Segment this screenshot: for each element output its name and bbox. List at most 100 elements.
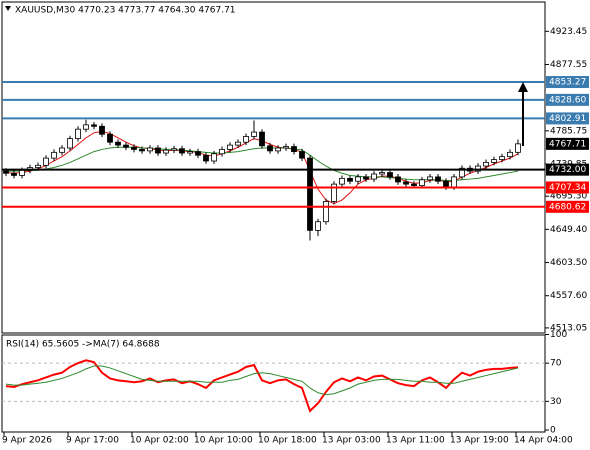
level-label-bg bbox=[546, 76, 589, 89]
level-label: 4707.34 bbox=[549, 183, 586, 193]
candle-body bbox=[83, 124, 89, 130]
candle-body bbox=[211, 153, 217, 162]
y-tick-label: 0 bbox=[550, 426, 556, 436]
candle-body bbox=[299, 151, 305, 159]
candle-body bbox=[115, 141, 121, 146]
level-label-bg bbox=[546, 200, 589, 213]
x-tick-label: 10 Apr 02:00 bbox=[130, 436, 189, 446]
candle-body bbox=[435, 176, 441, 182]
x-tick-label: 10 Apr 18:00 bbox=[258, 436, 317, 446]
candle-body bbox=[19, 169, 25, 176]
candle-body bbox=[403, 181, 409, 185]
candle-body bbox=[355, 176, 361, 182]
candle-body bbox=[75, 128, 81, 139]
candle-body bbox=[139, 149, 145, 152]
candle-body bbox=[235, 141, 241, 146]
y-tick-label: 4785.75 bbox=[550, 126, 587, 136]
candle-body bbox=[427, 176, 433, 181]
candle-body bbox=[443, 180, 449, 188]
candle-body bbox=[99, 125, 105, 135]
candle-body bbox=[147, 147, 153, 152]
moving-average bbox=[6, 146, 519, 182]
candle-body bbox=[331, 183, 337, 202]
candle-body bbox=[187, 151, 193, 154]
menu-icon bbox=[5, 6, 11, 11]
candle-body bbox=[131, 146, 137, 150]
y-tick-label: 4513.05 bbox=[550, 323, 587, 333]
level-label-bg bbox=[546, 181, 589, 194]
y-tick-label: 4649.40 bbox=[550, 225, 587, 235]
candle-body bbox=[267, 145, 273, 152]
candle-body bbox=[371, 173, 377, 180]
candle-body bbox=[491, 159, 497, 163]
level-label: 4828.60 bbox=[549, 95, 586, 105]
candle-body bbox=[163, 149, 169, 154]
x-tick-label: 10 Apr 10:00 bbox=[194, 436, 253, 446]
candle-body bbox=[411, 183, 417, 186]
candle-body bbox=[251, 131, 257, 137]
candle-body bbox=[91, 124, 97, 127]
plot-layer: 4923.454877.554785.754739.854695.304649.… bbox=[2, 27, 589, 446]
y-tick-label: 4603.50 bbox=[550, 258, 587, 268]
candle-body bbox=[219, 149, 225, 155]
y-tick-label: 70 bbox=[550, 359, 562, 369]
candle-body bbox=[315, 221, 321, 231]
candle-body bbox=[323, 201, 329, 223]
candle-body bbox=[11, 172, 17, 176]
y-tick-label: 100 bbox=[550, 330, 567, 340]
candle-body bbox=[387, 172, 393, 178]
candle-body bbox=[195, 151, 201, 156]
candle-body bbox=[339, 177, 345, 185]
candle-body bbox=[3, 170, 9, 174]
candle-body bbox=[43, 157, 49, 166]
candle-body bbox=[283, 146, 289, 149]
level-label: 4802.91 bbox=[549, 114, 586, 124]
candle-body bbox=[291, 146, 297, 153]
candle-body bbox=[59, 147, 65, 153]
candle-body bbox=[459, 167, 465, 178]
y-tick-label: 4695.30 bbox=[550, 192, 587, 202]
candle-body bbox=[379, 172, 385, 175]
last-price-label: 4767.71 bbox=[549, 139, 586, 149]
candle-body bbox=[51, 151, 57, 159]
level-label: 4732.00 bbox=[549, 165, 586, 175]
candle-body bbox=[307, 157, 313, 231]
candle-body bbox=[123, 144, 129, 148]
candle-body bbox=[67, 138, 73, 149]
x-tick-label: 14 Apr 04:00 bbox=[514, 436, 573, 446]
candle-body bbox=[155, 147, 161, 154]
candle-body bbox=[107, 133, 113, 143]
level-label: 4853.27 bbox=[549, 78, 586, 88]
target-arrow bbox=[518, 82, 528, 146]
last-price-bg bbox=[546, 137, 589, 150]
candle-body bbox=[179, 148, 185, 154]
x-tick-label: 9 Apr 17:00 bbox=[66, 436, 119, 446]
candle-body bbox=[475, 165, 481, 172]
rsi-line bbox=[5, 359, 519, 413]
candle-body bbox=[259, 131, 265, 147]
candle-body bbox=[227, 144, 233, 150]
y-tick-label: 4557.60 bbox=[550, 291, 587, 301]
level-label: 4680.62 bbox=[549, 202, 586, 212]
candle-body bbox=[483, 162, 489, 167]
y-tick-label: 4877.55 bbox=[550, 60, 587, 70]
main-panel bbox=[1, 1, 546, 334]
rsi-line bbox=[5, 365, 519, 396]
chart-title: XAUUSD,M30 4770.23 4773.77 4764.30 4767.… bbox=[15, 6, 236, 16]
candle-body bbox=[515, 143, 521, 153]
candle-body bbox=[171, 148, 177, 151]
candle-body bbox=[203, 154, 209, 162]
candle-body bbox=[347, 177, 353, 182]
candle-body bbox=[363, 176, 369, 180]
candle-body bbox=[395, 176, 401, 183]
y-tick-label: 4923.45 bbox=[550, 27, 587, 37]
candle-body bbox=[275, 147, 281, 152]
candle-body bbox=[243, 136, 249, 143]
level-label-bg bbox=[546, 163, 589, 176]
rsi-title: RSI(14) 65.5605 ->MA(7) 64.8688 bbox=[6, 340, 160, 350]
x-tick-label: 13 Apr 11:00 bbox=[386, 436, 445, 446]
candle-body bbox=[451, 176, 457, 188]
candle-body bbox=[419, 179, 425, 186]
x-tick-label: 9 Apr 2026 bbox=[2, 436, 52, 446]
